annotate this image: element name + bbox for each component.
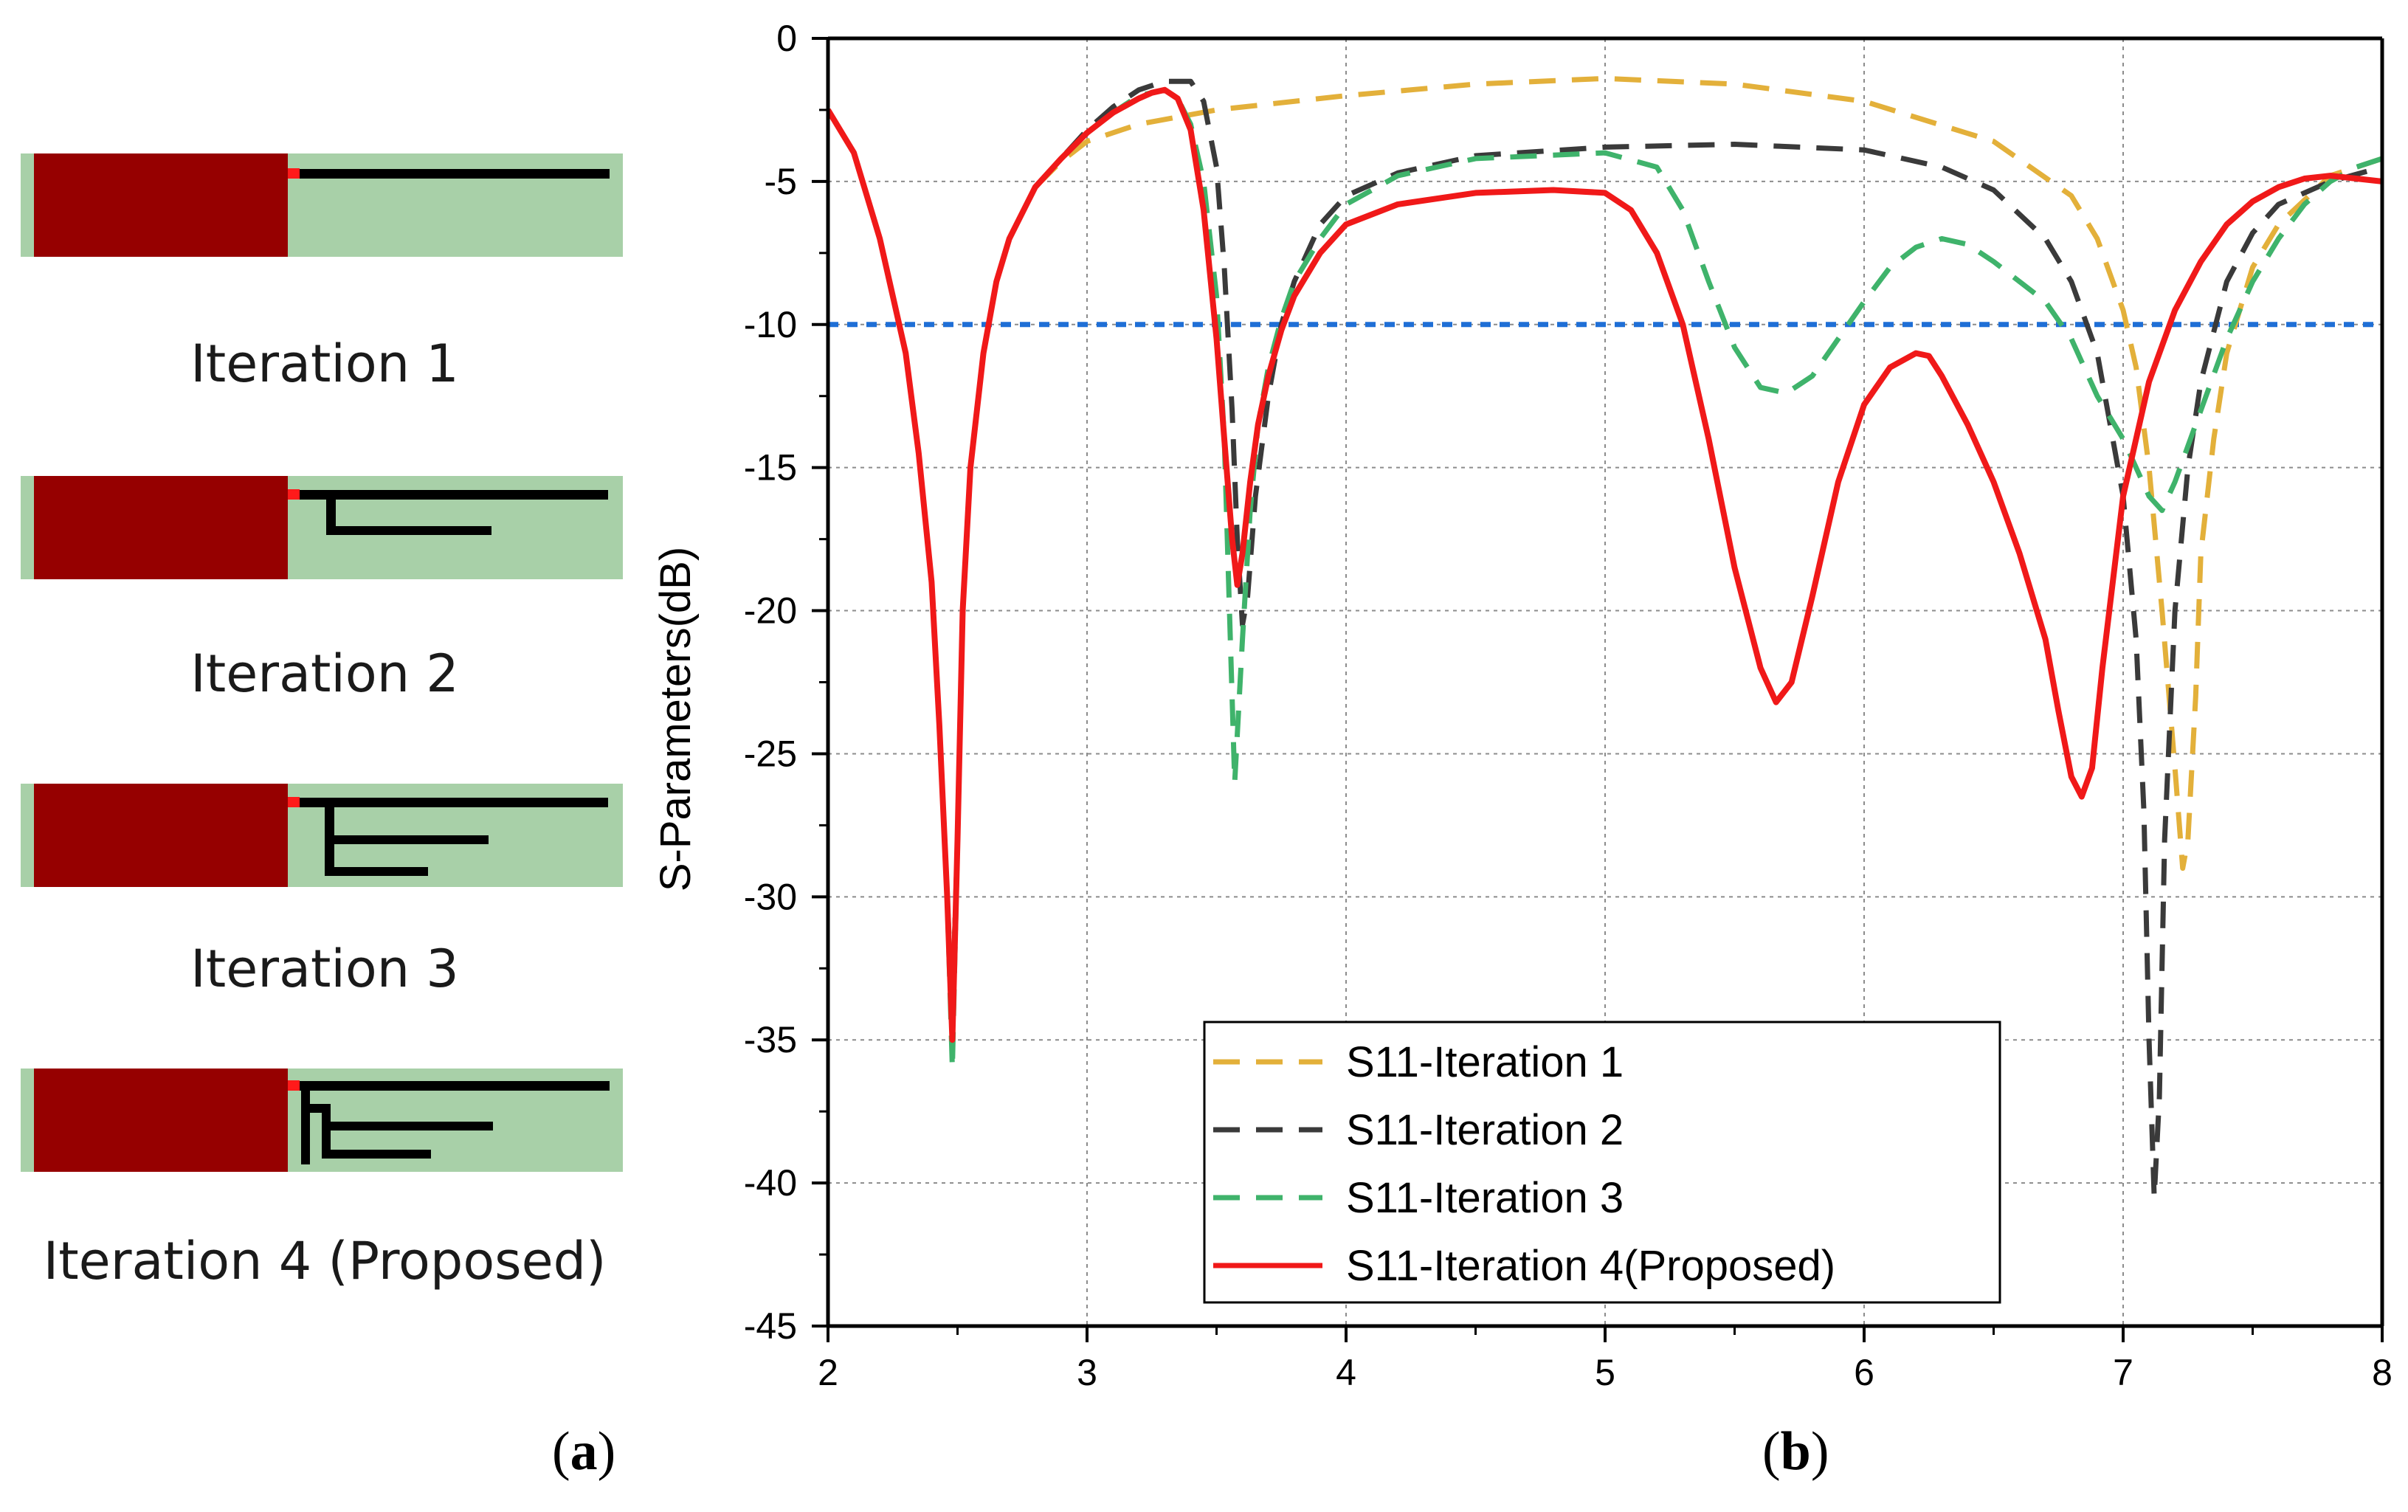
x-tick-label: 6 bbox=[1854, 1352, 1874, 1393]
antenna-iteration-4 bbox=[21, 1069, 623, 1172]
legend-label-2: S11-Iteration 2 bbox=[1346, 1106, 1624, 1154]
panel-a-letter: a bbox=[570, 1421, 598, 1482]
legend-label-1: S11-Iteration 1 bbox=[1346, 1038, 1624, 1086]
x-tick-label: 4 bbox=[1336, 1352, 1356, 1393]
iteration-1-label: Iteration 1 bbox=[190, 334, 459, 394]
panel-a-caption: (a) bbox=[552, 1421, 616, 1482]
series-group bbox=[828, 75, 2382, 1200]
series-line-1 bbox=[828, 75, 2382, 1014]
legend-label-3: S11-Iteration 3 bbox=[1346, 1174, 1624, 1222]
panel-b-letter: b bbox=[1780, 1421, 1811, 1482]
y-axis-label: S-Parameters(dB) bbox=[652, 547, 700, 891]
antenna-iteration-1 bbox=[21, 153, 623, 257]
legend-box bbox=[1203, 1021, 2001, 1304]
iteration-3-label: Iteration 3 bbox=[190, 939, 459, 999]
legend: S11-Iteration 1 S11-Iteration 2 S11-Iterat… bbox=[1203, 1021, 2001, 1304]
legend-label-4: S11-Iteration 4(Proposed) bbox=[1346, 1242, 1835, 1290]
x-tick-label: 7 bbox=[2113, 1352, 2133, 1393]
y-tick-label: -25 bbox=[744, 733, 797, 774]
antenna-iteration-3 bbox=[21, 784, 623, 887]
antenna-iteration-2 bbox=[21, 476, 623, 579]
iteration-2-label: Iteration 2 bbox=[190, 643, 459, 704]
y-tick-label: -15 bbox=[744, 447, 797, 489]
x-tick-label: 2 bbox=[818, 1352, 838, 1393]
y-tick-label: -45 bbox=[744, 1305, 797, 1347]
y-tick-label: 0 bbox=[776, 18, 797, 59]
panel-b-caption: (b) bbox=[1762, 1421, 1829, 1482]
y-tick-label: -30 bbox=[744, 876, 797, 917]
iteration-4-label: Iteration 4 (Proposed) bbox=[43, 1231, 607, 1291]
series-line-3 bbox=[828, 87, 2382, 1071]
y-tick-label: -40 bbox=[744, 1162, 797, 1204]
y-tick-label: -20 bbox=[744, 590, 797, 632]
panel-a: Iteration 1 Iteration 2 Iteration 3 Iter… bbox=[0, 0, 649, 1512]
y-tick-label: -10 bbox=[744, 304, 797, 345]
series-line-4 bbox=[828, 86, 2382, 1043]
y-tick-label: -5 bbox=[765, 161, 797, 202]
y-tick-label: -35 bbox=[744, 1019, 797, 1060]
x-tick-label: 8 bbox=[2372, 1352, 2393, 1393]
x-tick-label: 3 bbox=[1077, 1352, 1097, 1393]
x-tick-label: 5 bbox=[1595, 1352, 1615, 1393]
series-line-2 bbox=[828, 78, 2382, 1200]
